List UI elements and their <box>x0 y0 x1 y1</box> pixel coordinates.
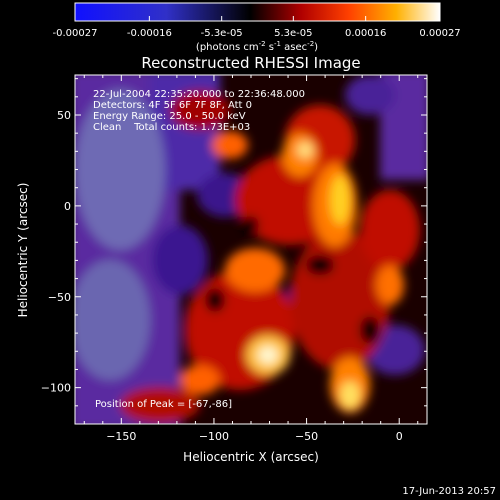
x-axis-ticks: −150 −100 −50 0 <box>83 75 419 443</box>
colorbar-ticks: -0.00027 -0.00016 -5.3e-05 5.3e-05 0.00016 0.… <box>53 16 461 39</box>
colorbar-tick-label: -0.00016 <box>127 28 172 39</box>
annotation-clean-counts: Clean Total counts: 1.73E+03 <box>93 122 250 133</box>
annotation-detectors: Detectors: 4F 5F 6F 7F 8F, Att 0 <box>93 100 252 111</box>
x-tick-label: 0 <box>396 430 403 443</box>
y-tick-label: 0 <box>64 200 71 213</box>
y-axis-label: Heliocentric Y (arcsec) <box>16 183 30 318</box>
y-tick-label: 50 <box>57 109 71 122</box>
colorbar-tick-label: -5.3e-05 <box>201 28 243 39</box>
y-tick-label: −50 <box>48 291 71 304</box>
colorbar-tick-label: 5.3e-05 <box>274 28 312 39</box>
colorbar-tick-label: -0.00027 <box>53 28 98 39</box>
heatmap-image <box>75 75 427 424</box>
footer-timestamp: 17-Jun-2013 20:57 <box>402 486 496 497</box>
chart-title: Reconstructed RHESSI Image <box>141 54 360 72</box>
x-tick-label: −150 <box>106 430 136 443</box>
x-tick-label: −100 <box>199 430 229 443</box>
x-tick-label: −50 <box>295 430 318 443</box>
annotation-peak-position: Position of Peak = [-67,-86] <box>95 399 232 410</box>
colorbar-unit-label: (photons cm-2 s-1 asec-2) <box>196 40 318 53</box>
y-tick-label: −100 <box>41 382 71 395</box>
y-axis-ticks: −100 −50 0 50 <box>41 78 427 407</box>
colorbar <box>74 2 441 22</box>
colorbar-tick-label: 0.00016 <box>345 28 386 39</box>
annotation-energy-range: Energy Range: 25.0 - 50.0 keV <box>93 111 246 122</box>
colorbar-tick-label: 0.00027 <box>419 28 460 39</box>
annotation-time-range: 22-Jul-2004 22:35:20.000 to 22:36:48.000 <box>93 89 305 100</box>
x-axis-label: Heliocentric X (arcsec) <box>183 450 319 464</box>
